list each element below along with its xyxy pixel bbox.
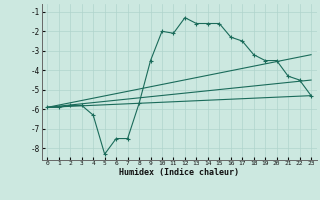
X-axis label: Humidex (Indice chaleur): Humidex (Indice chaleur)	[119, 168, 239, 177]
